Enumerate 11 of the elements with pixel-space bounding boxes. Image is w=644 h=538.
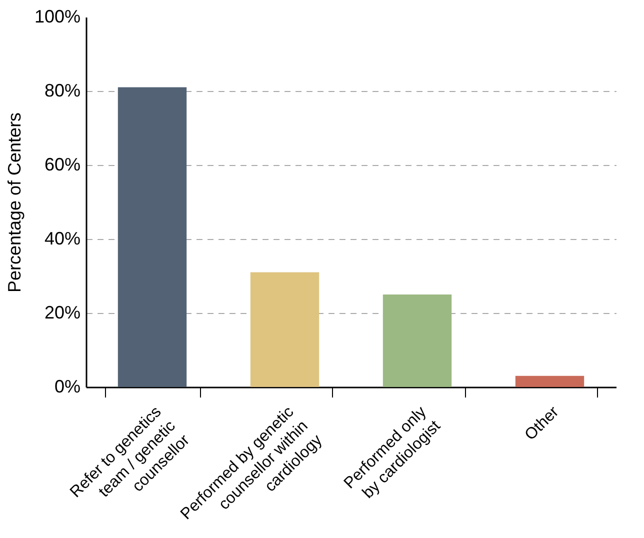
bar xyxy=(382,294,452,387)
bar xyxy=(118,87,187,387)
bar xyxy=(515,376,584,387)
y-tick-label: 0% xyxy=(54,376,80,396)
y-tick-label: 20% xyxy=(44,302,80,322)
y-tick-label: 40% xyxy=(44,228,80,248)
bar xyxy=(250,272,320,387)
y-axis-title: Percentage of Centers xyxy=(4,112,24,293)
y-tick-label: 100% xyxy=(34,6,80,26)
y-tick-label: 60% xyxy=(44,154,80,174)
y-tick-label: 80% xyxy=(44,80,80,100)
